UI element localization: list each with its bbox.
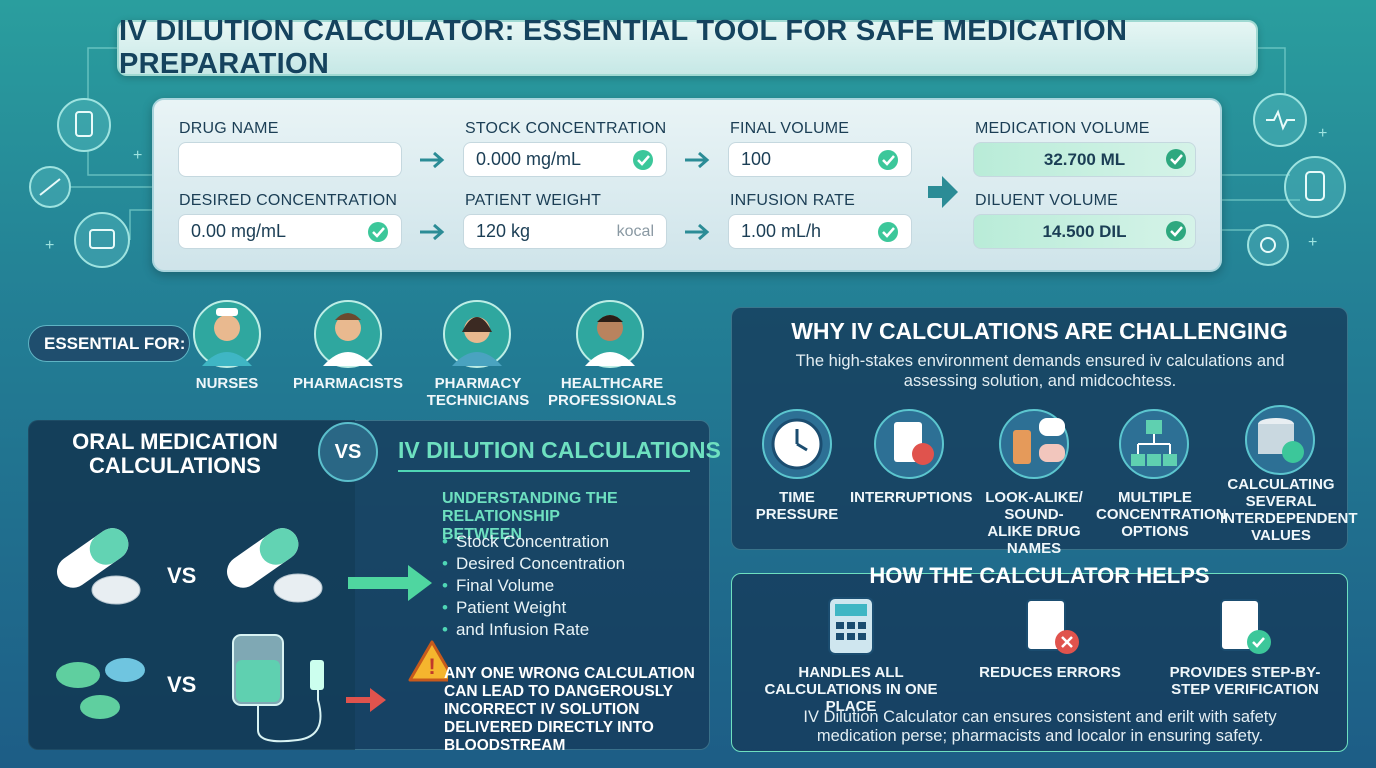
role-label: HEALTHCARE PROFESSIONALS (548, 375, 677, 409)
input-value: 0.00 mg/mL (191, 221, 287, 241)
left-title: ORAL MEDICATION CALCULATIONS (72, 429, 278, 478)
help-icons (828, 597, 1271, 655)
row-vs: VS (167, 672, 197, 697)
check-icon (878, 149, 898, 170)
essential-text: ESSENTIAL FOR: (44, 333, 186, 353)
svg-text:+: + (1318, 125, 1327, 142)
challenge-label: LOOK-ALIKE/ SOUND-ALIKE DRUG NAMES (985, 489, 1083, 557)
field-label: DRUG NAME (179, 120, 279, 137)
input-box[interactable]: 1.00 mL/h (728, 214, 912, 249)
list-item: Stock Concentration (442, 532, 625, 554)
challenge-label: CALCULATING SEVERAL INTERDEPENDENT VALUE… (1220, 476, 1358, 544)
help-label: HANDLES ALL CALCULATIONS IN ONE PLACE (764, 664, 938, 715)
result-label: MEDICATION VOLUME (975, 120, 1150, 137)
check-icon (368, 221, 388, 242)
field-label: INFUSION RATE (730, 192, 855, 209)
helps-footer: IV Dilution Calculator can ensures consi… (803, 708, 1277, 745)
challenge-label: TIME PRESSURE (755, 489, 839, 523)
help-label: PROVIDES STEP-BY-STEP VERIFICATION (1169, 664, 1321, 698)
row-vs: VS (167, 563, 197, 588)
role-label: NURSES (195, 375, 259, 392)
input-box[interactable]: 120 kg kocal (463, 214, 667, 249)
field-label: STOCK CONCENTRATION (465, 120, 667, 137)
warning-text: ANY ONE WRONG CALCULATION CAN LEAD TO DA… (444, 665, 695, 754)
challenge-icons (762, 405, 1315, 479)
flow-arrows (420, 151, 958, 241)
check-icon (1166, 149, 1186, 169)
helps-title: HOW THE CALCULATOR HELPS (869, 563, 1210, 588)
input-value: 0.000 mg/mL (476, 149, 582, 169)
decor: + + + + (29, 47, 1346, 268)
svg-text:!: ! (428, 654, 435, 679)
input-value: 100 (741, 149, 772, 169)
input-box[interactable]: 0.00 mg/mL (178, 214, 402, 249)
relationship-list: Stock Concentration Desired Concentratio… (442, 532, 625, 642)
list-item: Patient Weight (442, 598, 625, 620)
result-value: 32.700 ML (1043, 149, 1126, 169)
challenges-title: WHY IV CALCULATIONS ARE CHALLENGING (791, 318, 1288, 344)
input-value: 1.00 mL/h (741, 221, 822, 241)
result-box: 14.500 DIL (973, 214, 1196, 249)
check-icon (1166, 221, 1186, 241)
result-box: 32.700 ML (973, 142, 1196, 177)
check-icon (878, 221, 898, 242)
role-avatars (193, 300, 644, 368)
page-title: IV DILUTION CALCULATOR: ESSENTIAL TOOL F… (119, 15, 1128, 80)
help-label: REDUCES ERRORS (979, 664, 1121, 681)
list-item: Final Volume (442, 576, 625, 598)
field-label: FINAL VOLUME (730, 120, 850, 137)
input-unit: kocal (616, 222, 654, 240)
list-item: Desired Concentration (442, 554, 625, 576)
field-label: PATIENT WEIGHT (465, 192, 602, 209)
svg-text:+: + (45, 237, 54, 254)
vs-badge: VS (318, 422, 378, 482)
vs-text: VS (334, 440, 362, 463)
result-label: DILUENT VOLUME (975, 192, 1118, 209)
input-value: 120 kg (476, 221, 531, 241)
result-value: 14.500 DIL (1042, 221, 1127, 241)
challenges-description: The high-stakes environment demands ensu… (795, 352, 1285, 390)
title-banner: IV DILUTION CALCULATOR: ESSENTIAL TOOL F… (117, 15, 1258, 80)
role-label: PHARMACY TECHNICIANS (426, 375, 530, 409)
challenge-label: MULTIPLE CONCENTRATION OPTIONS (1096, 489, 1227, 540)
check-icon (633, 149, 653, 170)
field-label: DESIRED CONCENTRATION (179, 192, 398, 209)
input-box[interactable]: 100 (728, 142, 912, 177)
title-underline (398, 470, 690, 472)
list-item: and Infusion Rate (442, 620, 625, 642)
svg-text:+: + (1308, 234, 1317, 251)
essential-label: ESSENTIAL FOR: (28, 325, 190, 362)
input-box[interactable]: 0.000 mg/mL (463, 142, 667, 177)
drug-name-input[interactable] (178, 142, 402, 177)
right-title: IV DILUTION CALCULATIONS (398, 437, 721, 463)
svg-text:+: + (133, 147, 142, 164)
challenge-label: INTERRUPTIONS (850, 489, 973, 506)
role-label: PHARMACISTS (292, 375, 403, 392)
comparison-illustrations: ! (56, 528, 448, 743)
